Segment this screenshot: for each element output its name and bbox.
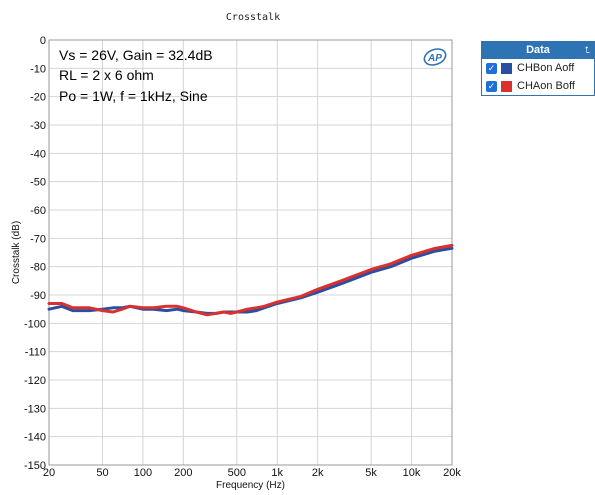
ap-logo-text: AP	[427, 53, 442, 64]
annotation-block: Vs = 26V, Gain = 32.4dB RL = 2 x 6 ohm P…	[59, 47, 213, 104]
series-color-swatch	[501, 80, 512, 92]
data-series	[47, 243, 454, 317]
x-tick-label: 5k	[365, 467, 377, 479]
series-line-2	[47, 243, 454, 317]
x-tick-labels: 20 50 100 200 500 1k 2k 5k 10k 20k	[43, 467, 461, 479]
x-tick-label: 500	[228, 467, 246, 479]
x-tick-label: 100	[134, 467, 152, 479]
x-tick-label: 50	[96, 467, 108, 479]
y-tick-label: -60	[30, 205, 46, 217]
legend-item-chaon-boff: ✓ CHAon Boff	[482, 77, 594, 95]
annotation-line: Vs = 26V, Gain = 32.4dB	[59, 47, 213, 63]
series-color-swatch	[501, 62, 512, 74]
legend-item-label: CHBon Aoff	[517, 62, 575, 74]
y-tick-label: -70	[30, 233, 46, 245]
legend-panel: Data ⮤ ✓ CHBon Aoff ✓ CHAon Boff	[481, 41, 595, 96]
series-line-1	[47, 246, 454, 315]
y-tick-label: -80	[30, 262, 46, 274]
x-tick-label: 20	[43, 467, 55, 479]
legend-item-label: CHAon Boff	[517, 80, 575, 92]
x-tick-label: 2k	[312, 467, 324, 479]
checkbox-chbon-aoff[interactable]: ✓	[486, 62, 497, 74]
y-tick-label: -10	[30, 63, 46, 75]
annotation-line: RL = 2 x 6 ohm	[59, 67, 154, 83]
legend-item-chbon-aoff: ✓ CHBon Aoff	[482, 59, 594, 77]
checkbox-chaon-boff[interactable]: ✓	[486, 80, 497, 92]
x-tick-label: 10k	[403, 467, 421, 479]
y-tick-label: -130	[24, 403, 46, 415]
x-tick-label: 1k	[271, 467, 283, 479]
legend-header[interactable]: Data ⮤	[482, 42, 594, 59]
y-tick-label: -20	[30, 92, 46, 104]
ap-logo-icon: AP	[423, 48, 447, 66]
x-axis-label: Frequency (Hz)	[216, 480, 285, 491]
y-tick-label: -110	[25, 347, 46, 359]
y-tick-label: 0	[40, 35, 46, 47]
y-tick-label: -50	[30, 177, 46, 189]
y-axis-label: Crosstalk (dB)	[11, 221, 22, 284]
y-tick-labels: 0 -10 -20 -30 -40 -50 -60 -70 -80 -90 -100 -110 -120…	[24, 35, 46, 472]
legend-title: Data	[526, 44, 550, 56]
chart-title: Crosstalk	[226, 12, 280, 23]
y-tick-label: -90	[30, 290, 46, 302]
gridlines	[48, 39, 453, 466]
y-tick-label: -100	[24, 318, 46, 330]
y-tick-label: -40	[30, 148, 46, 160]
y-tick-label: -30	[30, 120, 46, 132]
plot-area	[48, 39, 453, 466]
y-tick-label: -120	[24, 375, 46, 387]
y-tick-label: -140	[24, 432, 46, 444]
x-tick-label: 200	[174, 467, 192, 479]
y-tick-label: -150	[24, 460, 46, 472]
pin-icon[interactable]: ⮤	[584, 45, 590, 55]
x-tick-label: 20k	[443, 467, 461, 479]
annotation-line: Po = 1W, f = 1kHz, Sine	[59, 88, 208, 104]
